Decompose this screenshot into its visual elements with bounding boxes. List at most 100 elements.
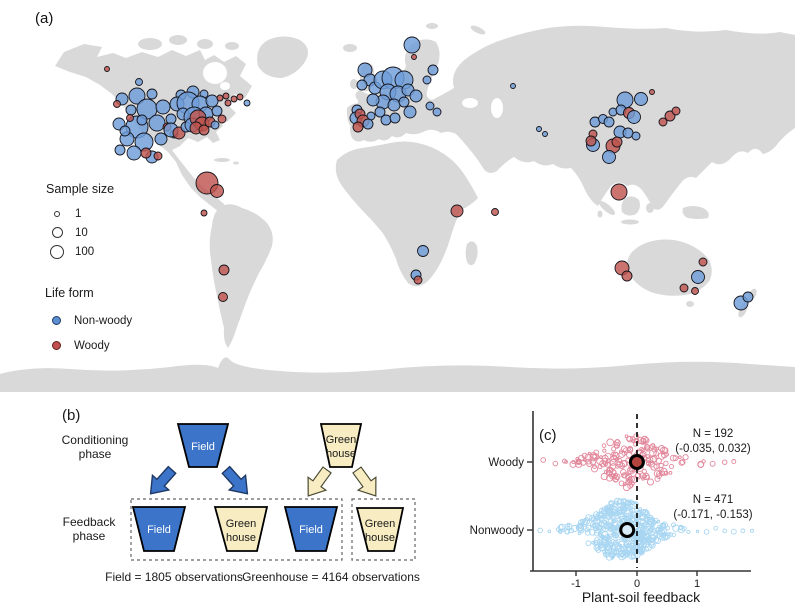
woody-n-annotation: N = 192	[693, 428, 734, 440]
swarm-point	[643, 515, 648, 519]
size-circle-10-icon	[51, 227, 63, 238]
size-label-10: 10	[75, 226, 88, 239]
map-point	[119, 125, 131, 137]
map-point	[230, 95, 238, 103]
swarm-point	[624, 434, 629, 439]
swarm-point	[593, 514, 599, 520]
swarm-point	[646, 461, 652, 467]
swarm-point	[570, 525, 579, 533]
map-point	[200, 209, 208, 217]
woody-dot-icon	[51, 341, 61, 350]
swarm-point	[622, 473, 628, 479]
top-field-trapezoid	[176, 423, 230, 468]
swarm-point	[618, 551, 624, 557]
swarm-point	[643, 474, 647, 479]
swarm-point	[634, 472, 642, 480]
swarm-point	[646, 456, 654, 464]
arrow-field-to-greenhouse-icon	[221, 465, 249, 495]
swarm-point	[631, 481, 635, 486]
swarm-point	[608, 505, 614, 511]
swarm-point	[610, 455, 618, 463]
map-point	[491, 208, 499, 216]
swarm-point	[633, 501, 639, 507]
swarm-point	[678, 455, 682, 460]
swarm-point	[618, 451, 626, 458]
swarm-point	[622, 483, 631, 492]
size-circle-100-icon	[50, 244, 64, 259]
x-axis-title: Plant-soil feedback	[582, 589, 701, 605]
world-map	[0, 23, 795, 392]
swarm-outlier-point	[701, 459, 706, 464]
swarm-point	[601, 443, 607, 448]
map-point	[602, 150, 616, 164]
swarm-point	[636, 509, 643, 516]
swarm-point	[640, 448, 645, 452]
map-point	[603, 116, 615, 128]
swarm-point	[618, 509, 623, 514]
swarm-point	[664, 452, 669, 457]
sample-size-legend: Sample size 1 10 100	[46, 182, 114, 261]
swarm-point	[639, 550, 643, 555]
map-point	[352, 121, 364, 133]
swarm-outlier-point	[561, 458, 567, 464]
swarm-point	[605, 553, 614, 561]
swarm-point	[620, 498, 628, 506]
swarm-point	[597, 464, 603, 470]
map-point	[427, 64, 439, 76]
swarm-outlier-point	[537, 527, 543, 534]
swarm-point	[592, 453, 599, 460]
bottom-field-2-label: Field	[299, 524, 323, 536]
map-point	[205, 94, 219, 108]
map-point	[698, 257, 708, 267]
map-point	[679, 283, 689, 293]
swarm-point	[646, 530, 651, 534]
swarm-point	[632, 552, 637, 557]
arrow-greenhouse-to-greenhouse-icon	[352, 466, 377, 497]
swarm-point	[638, 507, 643, 512]
swarm-point	[623, 542, 629, 548]
bottom-greenhouse-1-label-line2: house	[226, 532, 256, 544]
swarm-point	[599, 507, 605, 513]
swarm-point	[654, 537, 661, 545]
panel-c-label: (c)	[539, 427, 557, 444]
map-point	[649, 89, 655, 95]
swarm-point	[679, 459, 686, 466]
mean-marker	[628, 454, 645, 470]
swarm-outlier-point	[686, 529, 691, 535]
swarm-point	[586, 460, 593, 467]
swarm-point	[604, 522, 611, 529]
swarm-point	[669, 463, 674, 469]
swarm-point	[590, 465, 599, 473]
swarm-point	[659, 529, 666, 536]
swarm-point	[660, 451, 668, 459]
legend-row-nonwoody: Non-woody	[45, 308, 132, 333]
feedback-phase-line1: Feedback	[63, 515, 117, 529]
map-point	[634, 92, 648, 106]
swarm-point	[669, 454, 677, 462]
sample-size-legend-title: Sample size	[46, 182, 115, 196]
top-greenhouse-label-line1: Green	[326, 434, 357, 446]
swarm-point	[602, 448, 607, 453]
top-greenhouse-label-line2: house	[326, 448, 356, 460]
swarm-point	[577, 525, 585, 532]
size-circle-1-icon	[54, 210, 60, 217]
swarm-point	[624, 473, 633, 481]
swarm-point	[607, 535, 612, 540]
swarm-point	[610, 548, 618, 556]
swarm-point	[640, 539, 647, 545]
bottom-field-1-trapezoid	[131, 506, 187, 552]
map-point	[611, 136, 623, 148]
legend-row-sample-1: 1	[46, 204, 114, 223]
panel-a-label: (a)	[35, 10, 54, 27]
field-observations-count: Field = 1805 observations	[105, 570, 243, 584]
swarm-point	[581, 518, 589, 526]
map-point	[432, 107, 442, 117]
swarm-point	[618, 462, 626, 469]
swarm-point	[584, 527, 590, 533]
greenhouse-observations-count: Greenhouse = 4164 observations	[242, 570, 420, 584]
map-point	[403, 105, 417, 119]
swarm-point	[610, 519, 618, 527]
bottom-greenhouse-2-label-line1: Green	[365, 518, 396, 530]
mean-marker	[619, 522, 636, 538]
swarm-point	[606, 438, 614, 447]
